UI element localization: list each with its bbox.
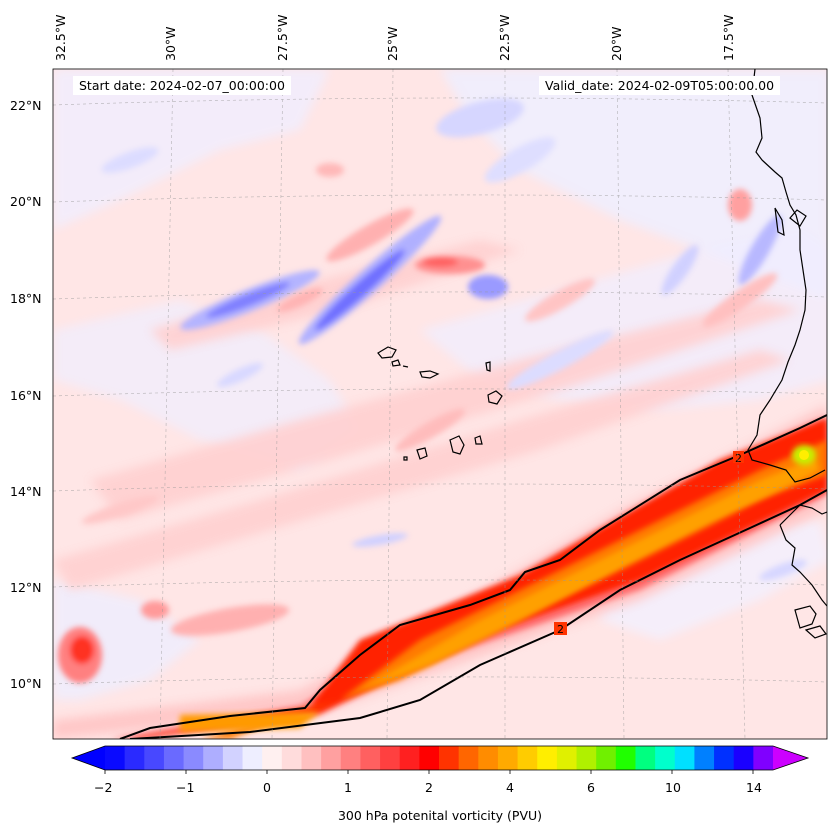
colorbar-segment	[576, 746, 597, 770]
cb-tick-label: −1	[176, 780, 195, 795]
gridlines	[53, 69, 827, 739]
colorbar-segment	[163, 746, 185, 770]
start-date-label: Start date: 2024-02-07_00:00:00	[73, 76, 291, 95]
lon-label-32-5w: 32.5°W	[53, 14, 68, 61]
colorbar-segment	[478, 746, 499, 770]
lon-label-25w: 25°W	[385, 26, 400, 61]
contour-label: 2	[557, 623, 564, 636]
lat-label-22n: 22°N	[10, 98, 42, 113]
colorbar-segment	[301, 746, 322, 770]
colorbar-segment	[674, 746, 696, 770]
colorbar-segment	[203, 746, 224, 770]
colorbar-segment	[419, 746, 440, 770]
colorbar-segment	[340, 746, 362, 770]
lon-label-17-5w: 17.5°W	[721, 14, 736, 61]
colorbar-segment	[124, 746, 145, 770]
colorbar-segment	[183, 746, 204, 770]
colorbar-segment	[105, 746, 126, 770]
cape-verde-islands	[377, 346, 503, 461]
contour-label-2: 2	[735, 452, 742, 465]
cb-tick-label: 1	[344, 780, 352, 795]
colorbar-segment	[615, 746, 637, 770]
colorbar-segment	[262, 746, 283, 770]
colorbar-segment	[380, 746, 401, 770]
cb-tick-label: −2	[94, 780, 113, 795]
lon-label-20w: 20°W	[609, 26, 624, 61]
cb-tick-label: 6	[587, 780, 595, 795]
cb-tick-label: 4	[506, 780, 514, 795]
coastline	[747, 69, 827, 639]
lat-label-16n: 16°N	[10, 388, 42, 403]
cb-tick-label: 14	[746, 780, 762, 795]
colorbar-over-arrow	[773, 746, 808, 770]
colorbar-segment	[497, 746, 519, 770]
cb-tick-label: 0	[263, 780, 271, 795]
cb-tick-label: 2	[425, 780, 433, 795]
colorbar-segment	[439, 746, 460, 770]
colorbar-segment	[360, 746, 381, 770]
colorbar-segment	[753, 746, 774, 770]
colorbar-segment	[537, 746, 558, 770]
lon-label-22-5w: 22.5°W	[497, 14, 512, 61]
lat-label-20n: 20°N	[10, 194, 42, 209]
colorbar	[70, 745, 810, 774]
colorbar-title: 300 hPa potenital vorticity (PVU)	[337, 808, 543, 823]
colorbar-segment	[635, 746, 656, 770]
colorbar-segment	[222, 746, 244, 770]
lon-label-27-5w: 27.5°W	[275, 14, 290, 61]
colorbar-segment	[655, 746, 676, 770]
colorbar-segment	[714, 746, 735, 770]
blue-streaks	[101, 98, 807, 581]
colorbar-segment	[733, 746, 754, 770]
map-frame	[52, 68, 828, 740]
lat-label-12n: 12°N	[10, 580, 42, 595]
colorbar-segment	[458, 746, 479, 770]
colorbar-segment	[517, 746, 538, 770]
colorbar-segment	[556, 746, 578, 770]
pv-field: 2 2	[53, 69, 827, 739]
colorbar-segment	[399, 746, 420, 770]
lat-label-14n: 14°N	[10, 484, 42, 499]
lon-label-30w: 30°W	[163, 26, 178, 61]
lat-label-10n: 10°N	[10, 676, 42, 691]
contour-label-bg	[554, 622, 567, 635]
colorbar-segment	[596, 746, 617, 770]
contour-label-bg-2	[733, 451, 744, 463]
colorbar-segment	[242, 746, 263, 770]
valid-date-label: Valid_date: 2024-02-09T05:00:00.00	[539, 76, 781, 95]
colorbar-under-arrow	[72, 746, 105, 770]
colorbar-segment	[694, 746, 715, 770]
lat-label-18n: 18°N	[10, 291, 42, 306]
colorbar-segment	[281, 746, 303, 770]
cb-tick-label: 10	[665, 780, 681, 795]
pink-streaks	[58, 163, 778, 683]
colorbar-segment	[321, 746, 342, 770]
colorbar-segment	[144, 746, 165, 770]
